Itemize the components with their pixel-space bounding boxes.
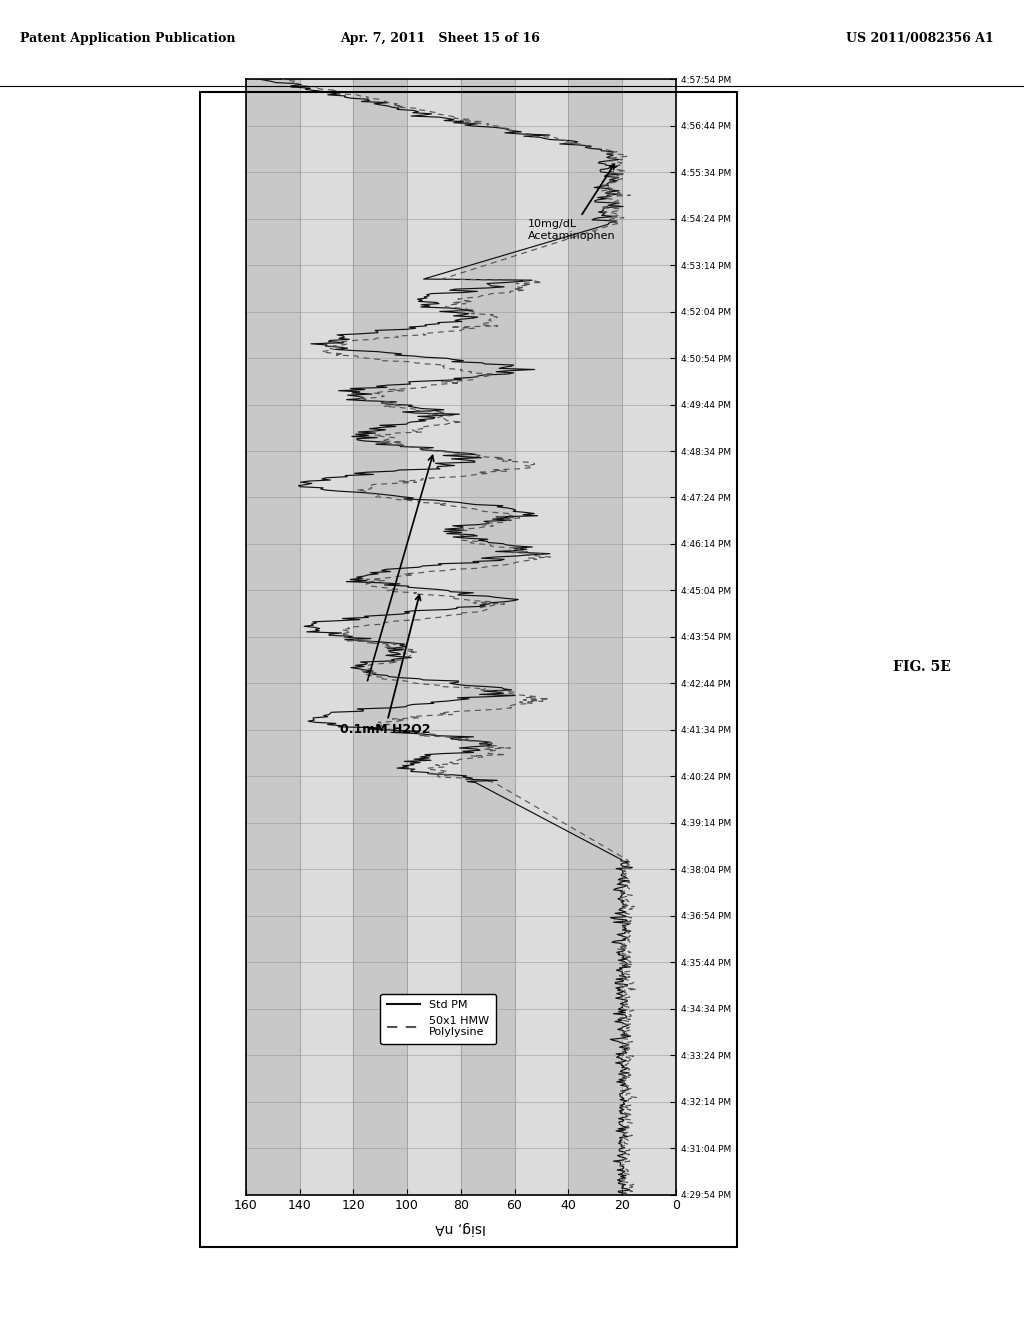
- Text: Patent Application Publication: Patent Application Publication: [20, 32, 236, 45]
- Legend: Std PM, 50x1 HMW
Polylysine: Std PM, 50x1 HMW Polylysine: [380, 994, 496, 1044]
- Text: Apr. 7, 2011   Sheet 15 of 16: Apr. 7, 2011 Sheet 15 of 16: [340, 32, 541, 45]
- X-axis label: Isig, nA: Isig, nA: [435, 1221, 486, 1234]
- Bar: [622, 79, 676, 1195]
- Bar: [353, 79, 407, 1195]
- Text: FIG. 5E: FIG. 5E: [893, 660, 950, 673]
- Bar: [299, 79, 353, 1195]
- Bar: [461, 79, 514, 1195]
- Text: 10mg/dL
Acetaminophen: 10mg/dL Acetaminophen: [528, 165, 615, 242]
- Text: US 2011/0082356 A1: US 2011/0082356 A1: [846, 32, 993, 45]
- Bar: [246, 79, 299, 1195]
- Bar: [514, 79, 568, 1195]
- Bar: [568, 79, 622, 1195]
- Text: 0.1mM H2O2: 0.1mM H2O2: [340, 595, 430, 737]
- Bar: [407, 79, 461, 1195]
